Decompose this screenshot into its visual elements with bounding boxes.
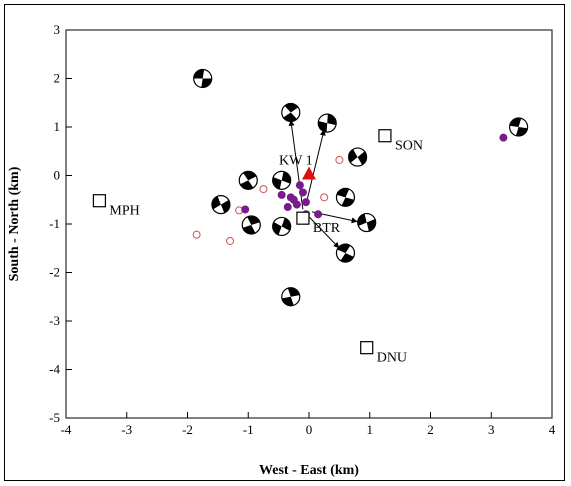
y-tick-label: -5 [49, 410, 60, 425]
focal-mechanism [193, 68, 213, 89]
focal-mechanism [357, 212, 377, 233]
event-open-point [335, 155, 344, 164]
focal-mechanism [281, 287, 301, 307]
focal-mechanism [211, 195, 231, 215]
focal-mechanism [238, 170, 258, 190]
event-open-point [320, 193, 329, 202]
volcano-marker [302, 166, 316, 180]
event-filled-point [499, 133, 508, 142]
station-marker [378, 129, 392, 143]
focal-mechanism [281, 102, 301, 123]
event-open-point [226, 236, 235, 245]
event-filled-point [277, 190, 286, 199]
y-tick-label: -3 [49, 313, 60, 328]
station-marker [92, 194, 107, 208]
x-tick-label: -3 [121, 422, 132, 437]
focal-mechanism [335, 243, 356, 263]
event-filled-point [292, 200, 301, 209]
station-label: DNU [377, 351, 407, 366]
focal-mechanism [241, 215, 261, 235]
x-axis-label: West - East (km) [259, 463, 359, 478]
y-tick-label: 2 [54, 71, 61, 86]
focal-mechanism [508, 117, 529, 137]
x-tick-label: 3 [488, 422, 495, 437]
focal-mechanism [335, 187, 356, 207]
focal-mechanism [348, 147, 368, 167]
volcano-label: KW 1 [279, 154, 313, 169]
station-marker [296, 211, 310, 225]
mechanisms-layer [193, 68, 529, 307]
y-ticks: -5 -4 -3 -2 -1 0 1 2 3 [49, 22, 72, 425]
x-tick-label: -1 [243, 422, 254, 437]
y-tick-label: 1 [54, 119, 61, 134]
x-tick-label: 2 [427, 422, 434, 437]
focal-mechanism [272, 170, 292, 190]
y-tick-label: 0 [54, 168, 61, 183]
station-marker [360, 341, 374, 355]
station-label: MPH [109, 204, 139, 219]
y-tick-label: -2 [49, 265, 60, 280]
event-filled-point [241, 205, 250, 214]
event-open-point [259, 185, 268, 194]
event-filled-point [301, 198, 310, 207]
focal-mechanism [272, 216, 292, 237]
x-tick-label: 4 [549, 422, 556, 437]
x-ticks: -4 -3 -2 -1 0 1 2 3 4 [61, 412, 556, 437]
station-label: SON [395, 139, 423, 154]
x-tick-label: 1 [367, 422, 374, 437]
event-filled-point [314, 210, 323, 219]
event-filled-point [286, 193, 295, 202]
events-layer [192, 133, 508, 245]
event-filled-point [298, 188, 307, 197]
figure-frame [4, 4, 565, 481]
stations-layer: SON MPH BTR DNU [92, 129, 423, 366]
y-tick-label: -4 [49, 362, 60, 377]
volcano-layer: KW 1 [279, 154, 316, 180]
x-tick-label: -4 [61, 422, 72, 437]
y-axis-label: South - North (km) [7, 166, 22, 281]
event-open-point [192, 230, 201, 239]
x-tick-label: 0 [306, 422, 313, 437]
station-label: BTR [313, 221, 341, 236]
y-tick-label: -1 [49, 216, 60, 231]
x-tick-label: -2 [182, 422, 193, 437]
event-filled-point [283, 203, 292, 212]
slip-arrow [305, 129, 326, 205]
slip-arrow [308, 216, 340, 249]
focal-mechanism [317, 113, 337, 133]
y-tick-label: 3 [54, 22, 61, 37]
event-filled-point [295, 181, 304, 190]
